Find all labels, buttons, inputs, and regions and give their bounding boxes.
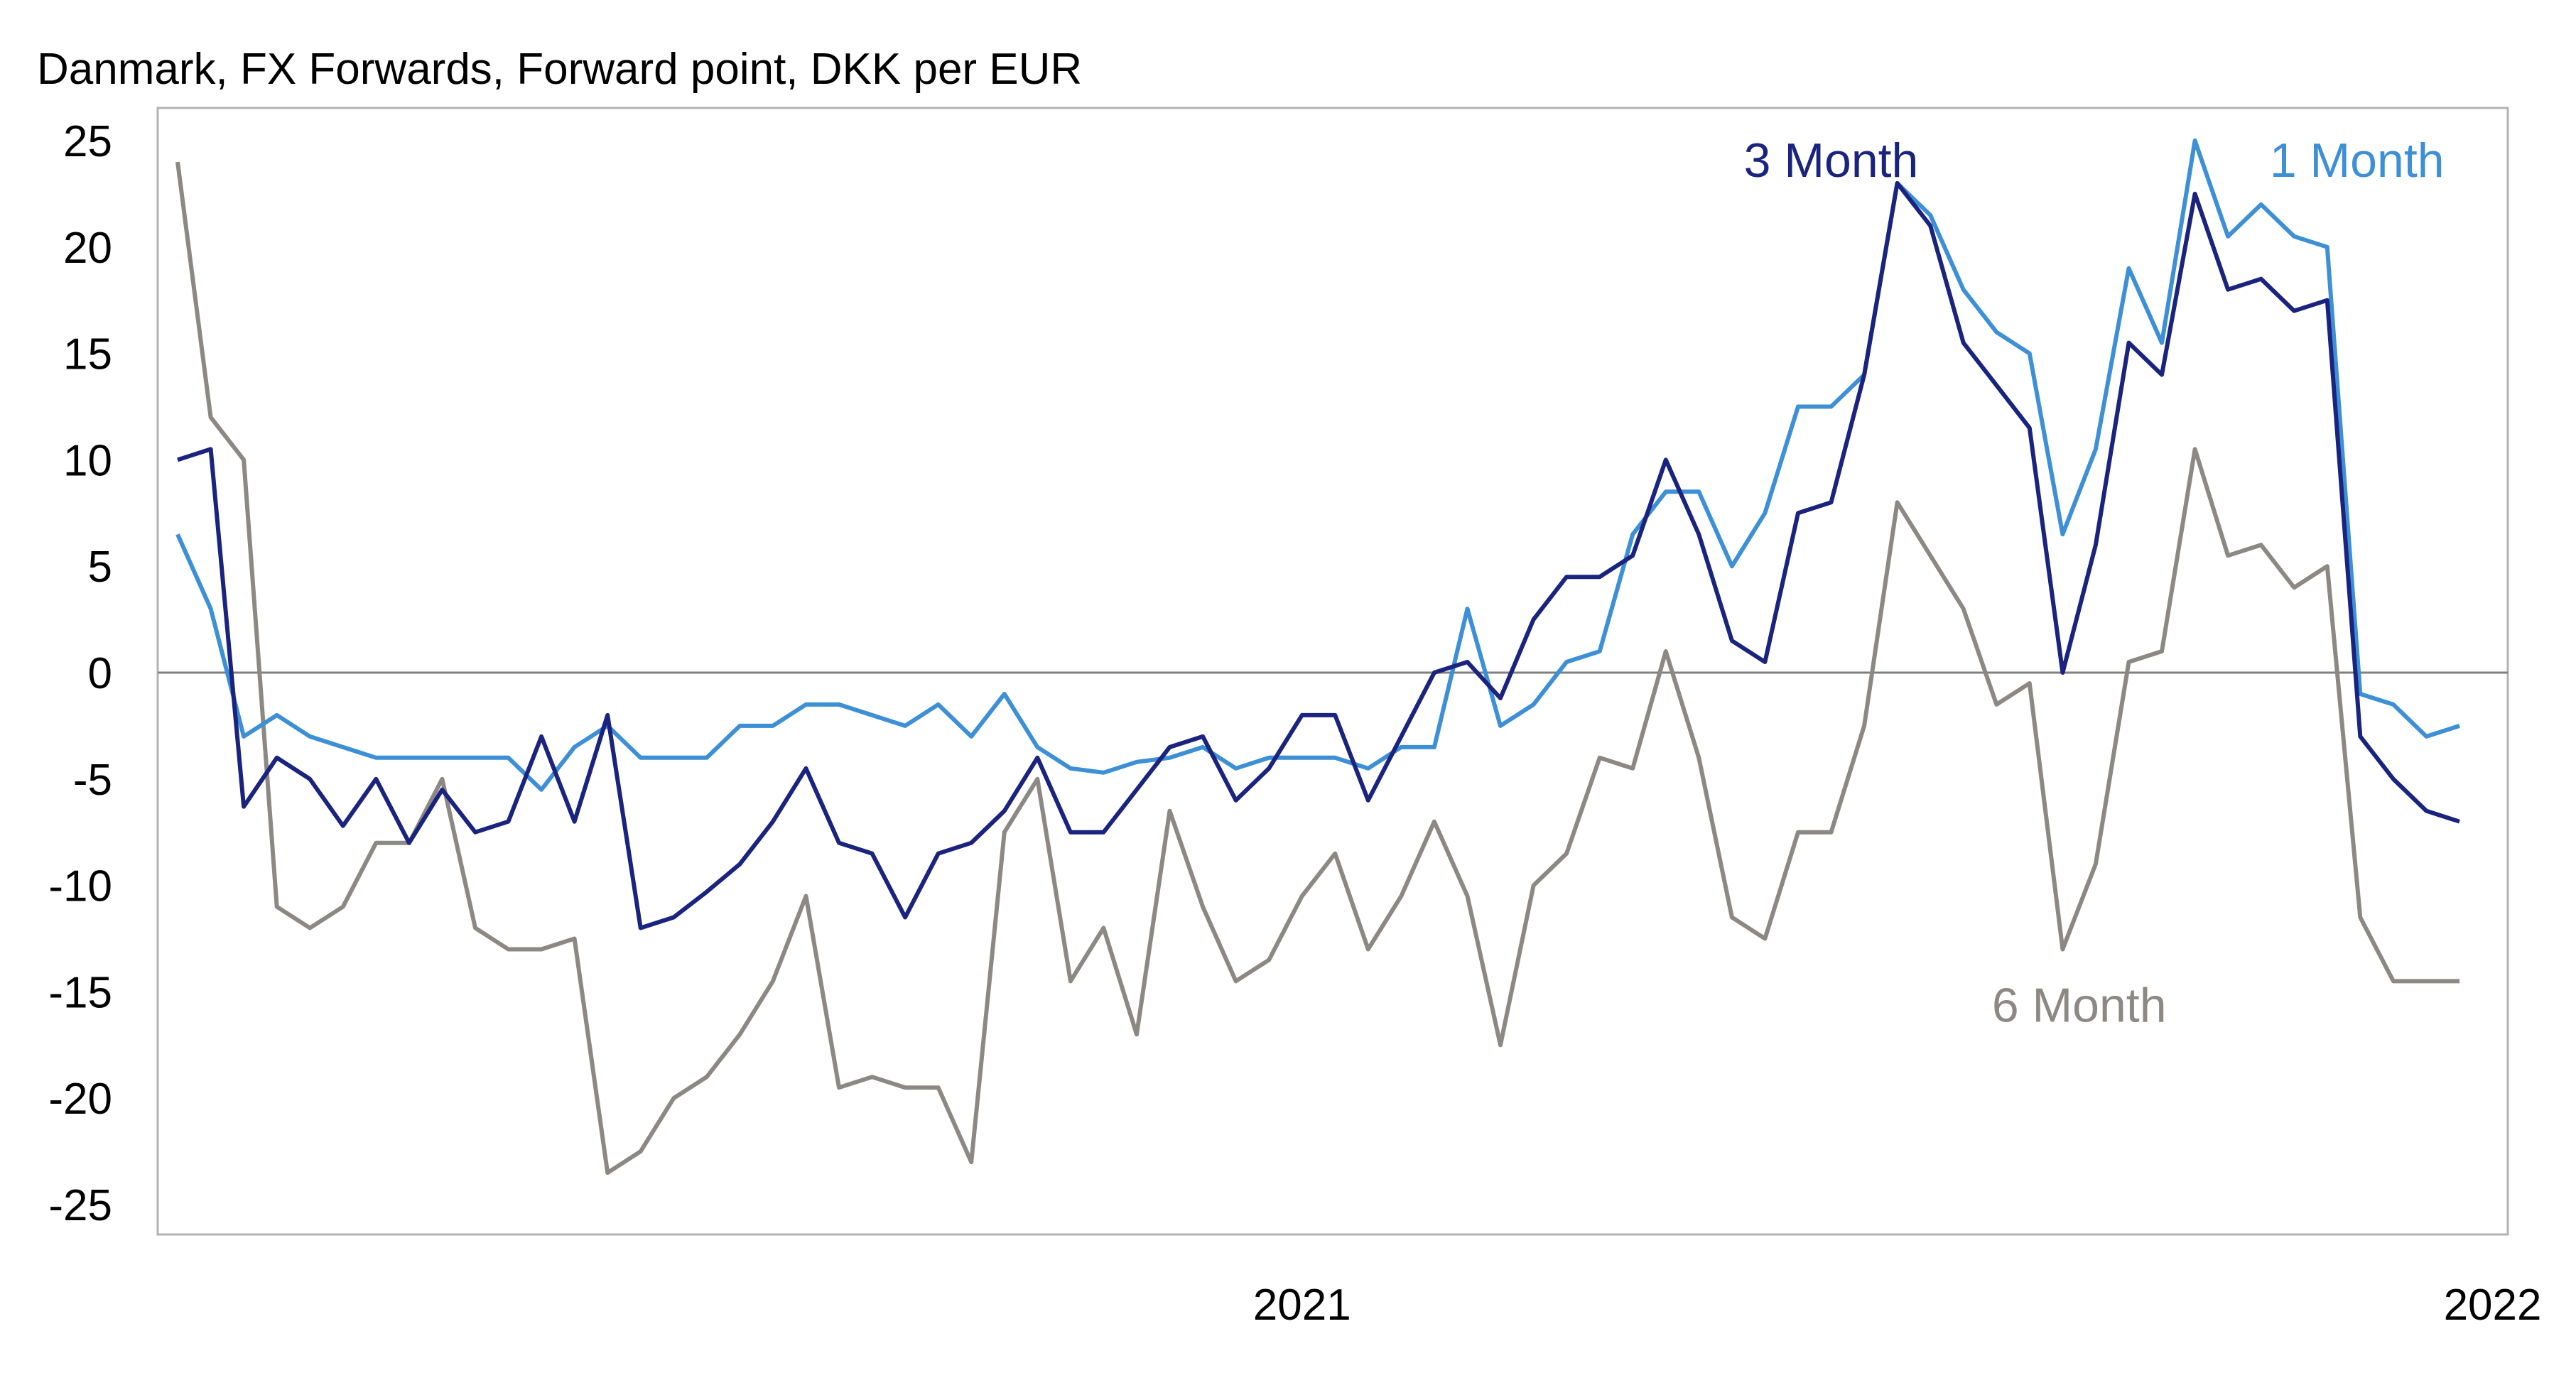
y-tick-label: -20	[48, 1075, 112, 1124]
series-label-1-month: 1 Month	[2270, 134, 2445, 188]
series-line-3-month	[177, 180, 2460, 930]
y-tick-label: 5	[88, 543, 112, 592]
x-axis-tick-labels: 2021 2022	[1253, 1281, 2542, 1330]
y-tick-label: -25	[48, 1181, 112, 1230]
series-line-1-month	[175, 139, 2460, 792]
series-labels: 3 Month 1 Month 6 Month	[1744, 134, 2445, 1032]
y-axis-tick-labels: 25 20 15 10 5 0 -5 -10 -15 -20 -25	[48, 117, 112, 1230]
y-tick-label: 20	[63, 224, 112, 273]
y-tick-label: -5	[73, 756, 112, 805]
series-label-6-month: 6 Month	[1992, 978, 2167, 1032]
y-tick-label: 15	[63, 330, 112, 379]
x-tick-label: 2021	[1253, 1281, 1351, 1330]
y-tick-label: 25	[63, 117, 112, 166]
y-tick-label: -15	[48, 968, 112, 1017]
chart-title: Danmark, FX Forwards, Forward point, DKK…	[37, 45, 1082, 94]
series-label-3-month: 3 Month	[1744, 134, 1919, 188]
y-tick-label: 10	[63, 436, 112, 485]
series-lines	[175, 139, 2460, 1175]
series-line-6-month	[175, 161, 2459, 1175]
plot-area-frame	[156, 107, 2509, 1236]
x-tick-label: 2022	[2444, 1281, 2542, 1330]
y-tick-label: -10	[48, 862, 112, 911]
y-tick-label: 0	[88, 649, 112, 698]
